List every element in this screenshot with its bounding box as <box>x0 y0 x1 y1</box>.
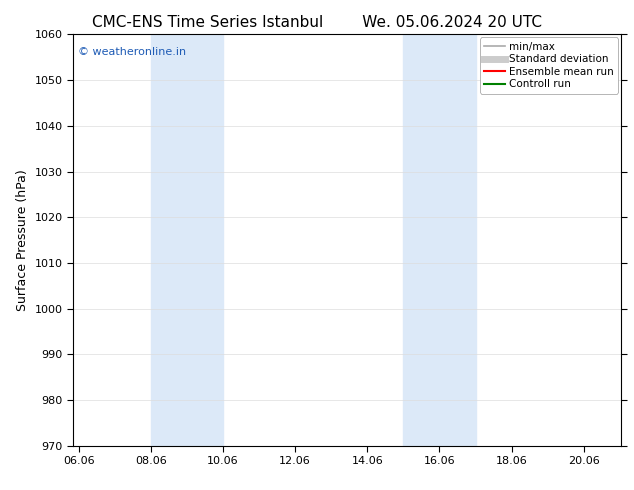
Text: CMC-ENS Time Series Istanbul        We. 05.06.2024 20 UTC: CMC-ENS Time Series Istanbul We. 05.06.2… <box>92 15 542 30</box>
Text: © weatheronline.in: © weatheronline.in <box>79 47 186 57</box>
Bar <box>151 34 223 446</box>
Y-axis label: Surface Pressure (hPa): Surface Pressure (hPa) <box>16 169 29 311</box>
Bar <box>403 34 476 446</box>
Legend: min/max, Standard deviation, Ensemble mean run, Controll run: min/max, Standard deviation, Ensemble me… <box>480 37 618 94</box>
